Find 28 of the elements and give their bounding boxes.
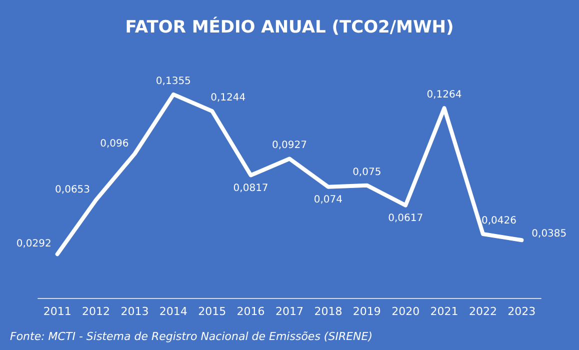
data-label: 0,0817 xyxy=(233,182,268,194)
x-tick-label: 2020 xyxy=(392,305,420,318)
x-tick-label: 2014 xyxy=(159,305,188,318)
x-tick-label: 2022 xyxy=(468,305,497,318)
x-tick-label: 2019 xyxy=(352,305,381,318)
data-label: 0,1264 xyxy=(426,90,462,101)
x-tick-label: 2015 xyxy=(198,305,226,318)
data-label: 0,1244 xyxy=(210,92,246,104)
data-label: 0,074 xyxy=(314,194,343,206)
x-tick-label: 2016 xyxy=(236,305,265,318)
data-label: 0,096 xyxy=(100,138,129,150)
x-tick-label: 2013 xyxy=(120,305,149,318)
data-label: 0,0426 xyxy=(481,216,516,226)
data-label: 0,075 xyxy=(352,166,382,178)
x-tick-label: 2021 xyxy=(430,305,458,318)
data-label: 0,1355 xyxy=(156,76,191,87)
x-tick-label: 2012 xyxy=(82,305,110,318)
x-tick-label: 2017 xyxy=(276,305,304,318)
data-label: 0,0617 xyxy=(388,212,424,224)
x-tick-label: 2023 xyxy=(508,305,536,318)
x-tick-label: 2018 xyxy=(314,305,342,318)
data-label: 0,0927 xyxy=(272,140,307,152)
data-label: 0,0653 xyxy=(55,184,90,196)
data-label: 0,0385 xyxy=(532,228,567,240)
source-note: Fonte: MCTI - Sistema de Registro Nacional de Emissões (SIRENE) xyxy=(10,330,373,343)
chart-title: FATOR MÉDIO ANUAL (TCO2/MWH) xyxy=(125,16,454,38)
x-tick-label: 2011 xyxy=(43,305,72,318)
data-label: 0,0292 xyxy=(16,238,52,250)
